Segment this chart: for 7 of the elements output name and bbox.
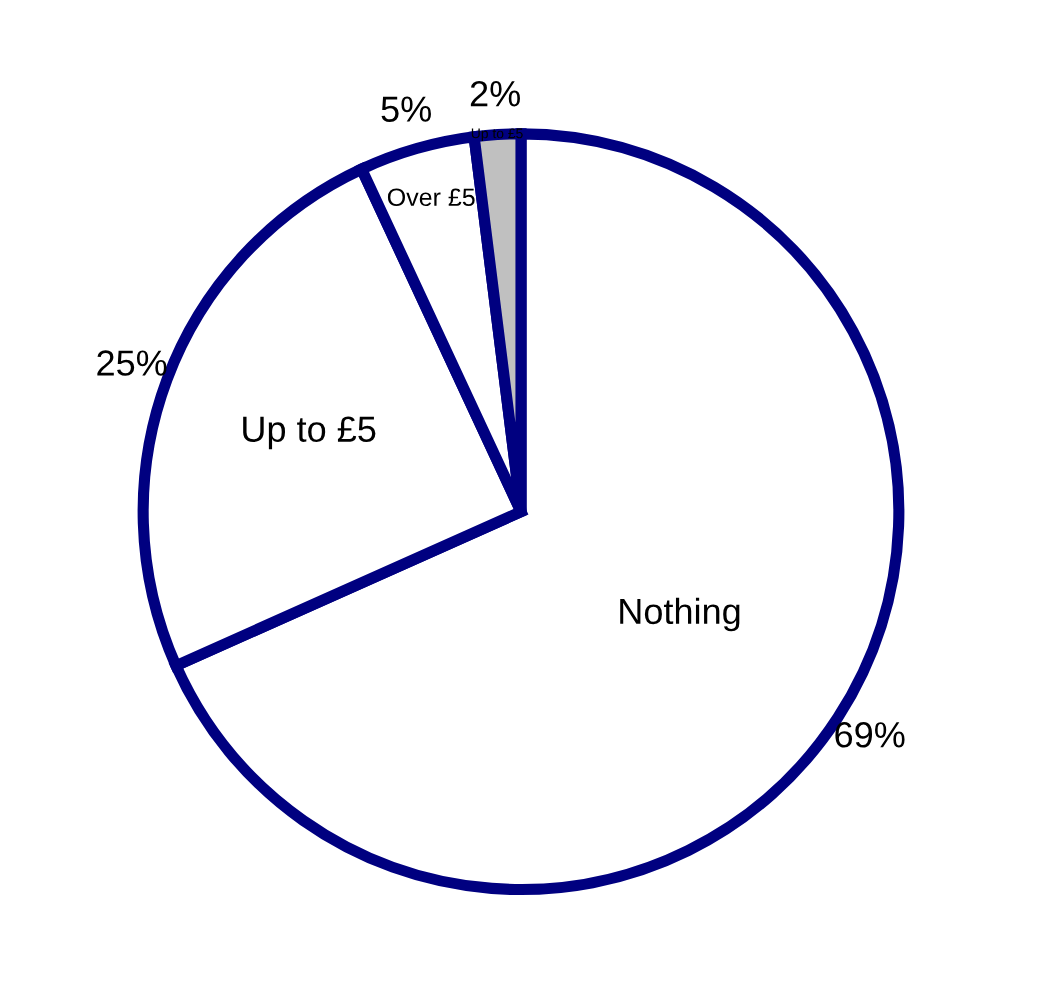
data-label: 69% (835, 722, 905, 748)
data-label: 25% (97, 350, 167, 376)
slice-label: Over £5 (387, 188, 475, 207)
slice-label: Up to £5 (243, 416, 376, 450)
slice-label: Nothing (620, 597, 740, 632)
data-label: 2% (470, 80, 520, 107)
data-label: 5% (381, 96, 431, 122)
